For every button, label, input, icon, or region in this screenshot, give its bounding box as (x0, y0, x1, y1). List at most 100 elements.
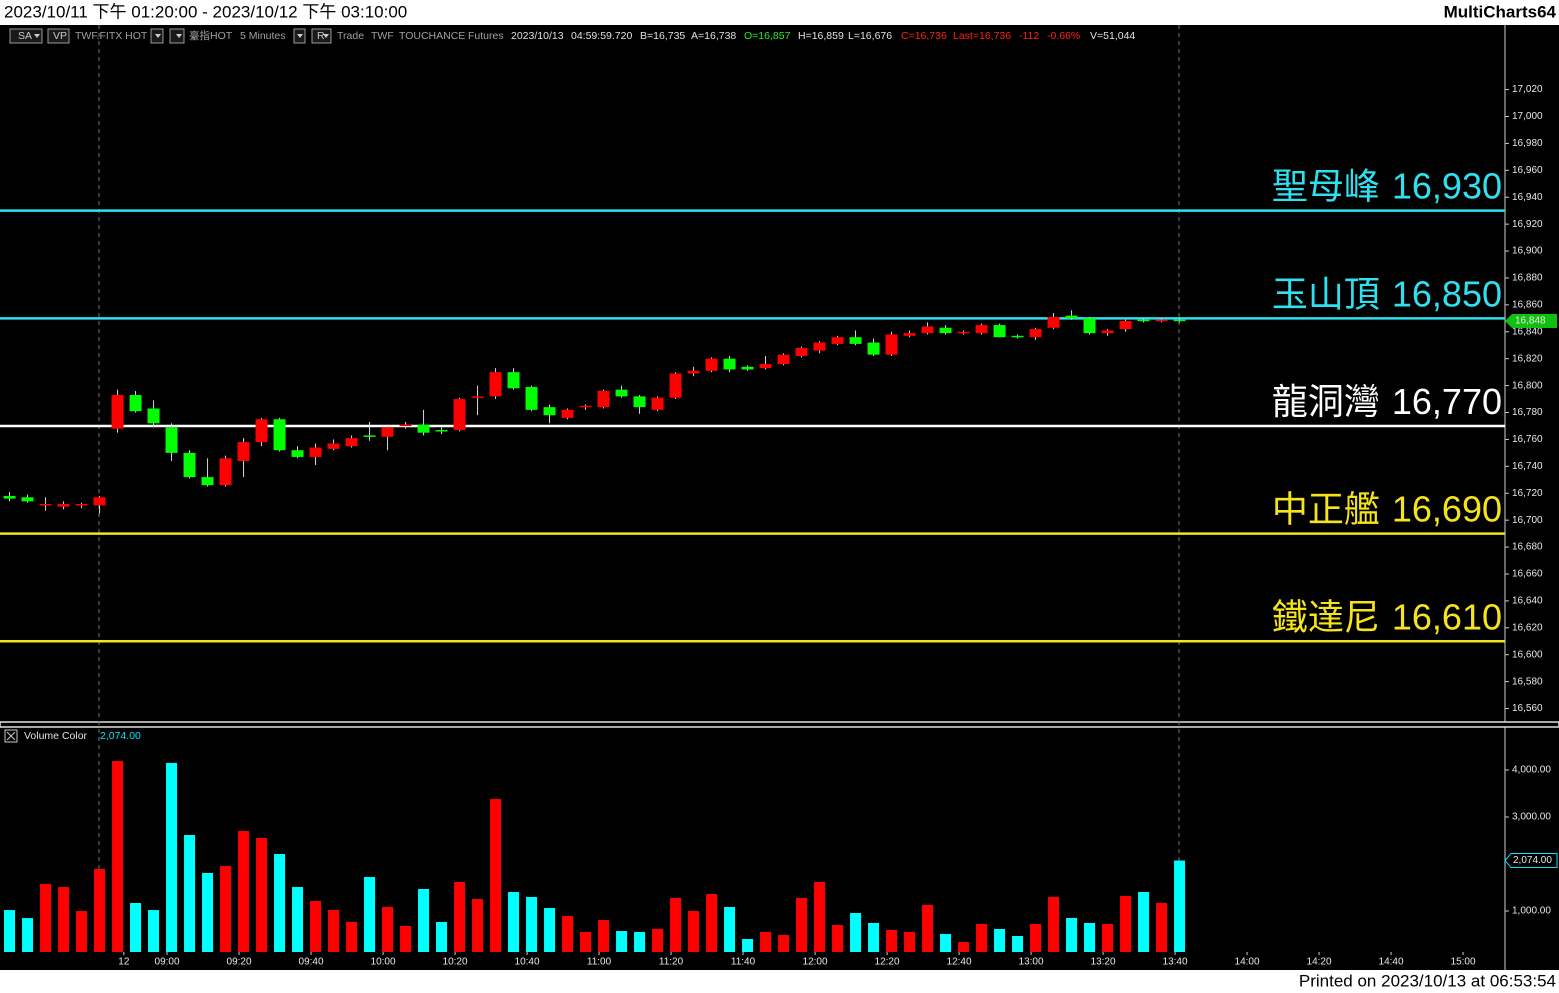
info-item: H=16,859 (798, 30, 844, 42)
x-tick-label: 14:00 (1235, 957, 1260, 968)
volume-bar (490, 799, 502, 952)
candle-body (219, 458, 232, 486)
volume-bar (166, 762, 178, 952)
volume-bar (1138, 892, 1150, 952)
y-tick-label: 16,860 (1512, 300, 1543, 311)
candle-body (255, 419, 268, 443)
dropdown-arrow (323, 34, 329, 38)
volume-bar (670, 897, 682, 952)
app-name: MultiCharts64 (1444, 2, 1557, 21)
candle-body (561, 409, 574, 418)
info-item: L=16,676 (848, 30, 892, 42)
volume-bar (400, 925, 412, 952)
candle-body (507, 372, 520, 389)
volume-bar (418, 889, 430, 952)
candle-body (3, 495, 16, 499)
y-tick-label: 16,640 (1512, 596, 1543, 607)
info-item: R (317, 30, 325, 42)
candle-body (705, 358, 718, 371)
volume-bar (364, 877, 376, 952)
x-tick-label: 12:20 (875, 957, 900, 968)
level-label: 龍洞灣 16,770 (1272, 380, 1502, 421)
candle-body (597, 390, 610, 408)
volume-bar (940, 933, 952, 952)
x-tick-label: 09:40 (299, 957, 324, 968)
volume-bar (256, 838, 268, 952)
candle-body (111, 395, 124, 429)
volume-bar (454, 882, 466, 952)
volume-bar (1174, 860, 1186, 952)
toolbar-button[interactable] (47, 28, 70, 44)
title-bar (0, 0, 1559, 25)
y-tick-label: 16,620 (1512, 622, 1543, 633)
candle-body (741, 366, 754, 370)
info-item: 2023/10/13 (511, 30, 564, 42)
volume-bar (40, 883, 52, 952)
volume-bar (832, 925, 844, 952)
volume-bar (238, 831, 250, 952)
y-tick-label: 16,900 (1512, 246, 1543, 257)
toolbar-button[interactable] (9, 28, 43, 44)
y-tick-label: 16,920 (1512, 219, 1543, 230)
candle-body (615, 389, 628, 397)
toolbar-button[interactable] (169, 28, 185, 44)
volume-bar (76, 911, 88, 952)
volume-bar (760, 932, 772, 952)
candle-body (885, 334, 898, 355)
y-tick-label: 16,780 (1512, 407, 1543, 418)
level-value: 16,850 (1392, 273, 1502, 314)
volume-bar (562, 915, 574, 952)
volume-bar (184, 835, 196, 952)
volume-bar (58, 887, 70, 952)
volume-bar (346, 921, 358, 952)
close-icon (6, 731, 16, 741)
candle-body (39, 504, 52, 506)
window-title: 2023/10/11 下午 01:20:00 - 2023/10/12 下午 0… (4, 2, 407, 21)
volume-bar (616, 931, 628, 952)
volume-bar (778, 935, 790, 952)
info-item: -112 (1019, 30, 1039, 42)
volume-bar (814, 882, 826, 952)
y-tick-label: 16,880 (1512, 273, 1543, 284)
volume-marker-label: 2,074.00 (1513, 855, 1552, 866)
x-tick-label: 11:20 (659, 957, 684, 968)
x-tick-label: 14:20 (1307, 957, 1332, 968)
volume-bar (958, 942, 970, 952)
toolbar-button[interactable] (311, 28, 332, 44)
candle-body (921, 326, 934, 334)
volume-bar (22, 918, 34, 952)
last-price-marker (1505, 314, 1557, 329)
volume-bar (850, 913, 862, 952)
candle-body (813, 342, 826, 351)
level-value: 16,770 (1392, 380, 1502, 421)
volume-bar (292, 887, 304, 952)
candle-body (957, 331, 970, 334)
volume-bar (1156, 903, 1168, 952)
candle-body (345, 438, 358, 447)
dropdown-arrow (176, 34, 182, 38)
level-name: 聖母峰 (1272, 165, 1380, 206)
x-tick-label: 11:40 (731, 957, 756, 968)
volume-bar (1048, 896, 1060, 952)
y-tick-label: 16,820 (1512, 353, 1543, 364)
y-tick-label: 16,840 (1512, 326, 1543, 337)
info-item: Futures (468, 30, 504, 42)
volume-bar (598, 919, 610, 952)
volume-bar (382, 907, 394, 952)
candle-body (633, 396, 646, 408)
last-price-label: 16,848 (1515, 316, 1546, 327)
x-tick-label: 11:00 (587, 957, 612, 968)
info-item: 5 Minutes (240, 30, 286, 42)
level-label: 玉山頂 16,850 (1272, 273, 1502, 314)
info-item: A=16,738 (691, 30, 736, 42)
candle-body (309, 447, 322, 457)
volume-bar (544, 907, 556, 952)
close-indicator-button[interactable] (4, 729, 18, 743)
x-tick-label: 10:40 (515, 957, 540, 968)
y-tick-label: 17,000 (1512, 111, 1543, 122)
volume-tick-label: 3,000.00 (1512, 812, 1551, 823)
volume-bar (886, 929, 898, 952)
x-tick-label: 13:20 (1091, 957, 1116, 968)
x-tick-label: 10:00 (371, 957, 396, 968)
